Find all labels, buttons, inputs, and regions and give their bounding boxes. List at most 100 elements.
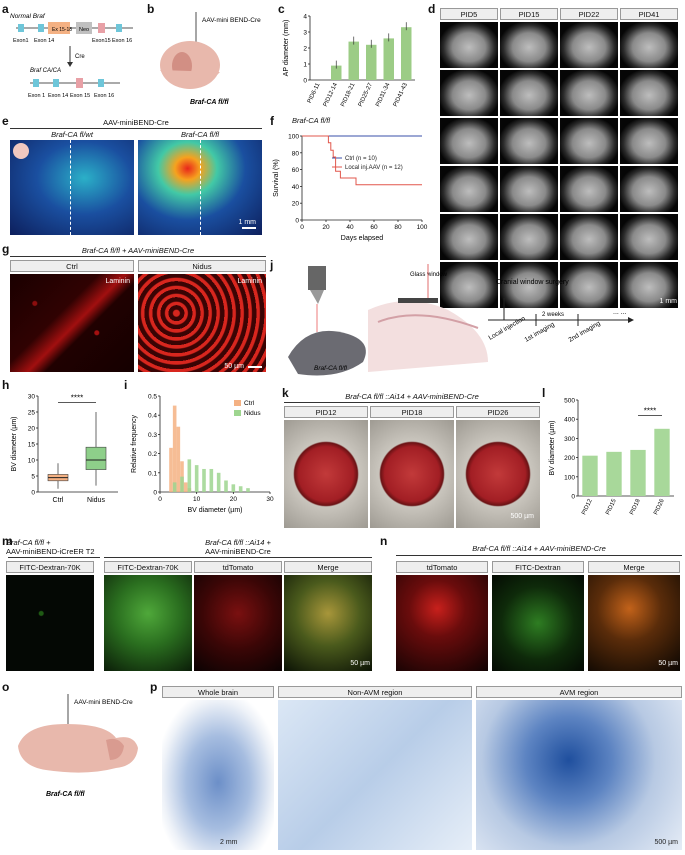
legend-label: Ctrl (n = 10) <box>345 156 377 162</box>
bar <box>654 428 670 496</box>
histogram-bar <box>187 459 192 492</box>
mri-slice <box>560 70 618 116</box>
svg-text:1st imaging: 1st imaging <box>524 321 557 344</box>
svg-text:Cranial window surgery: Cranial window surgery <box>496 279 569 286</box>
window-col-header: PID18 <box>370 406 454 418</box>
gene-construct-diagram: Normal Braf Ex 15-18 Neo Exon1 Exon 14 E… <box>10 13 133 99</box>
x-tick-label: 0 <box>158 496 162 503</box>
mri-slice <box>440 70 498 116</box>
panel-g-ctrl-header: Ctrl <box>10 260 134 272</box>
window-scale-label: 500 µm <box>510 513 535 520</box>
mri-col-header: PID41 <box>620 8 678 20</box>
mri-slice <box>500 22 558 68</box>
y-tick-label: 0 <box>31 490 35 497</box>
y-tick-label: 4 <box>303 14 307 21</box>
panel-e-right-label: Braf-CA fl/fl <box>180 130 220 139</box>
n-col-header: tdTomato <box>396 561 488 573</box>
histogram-bar <box>224 480 228 492</box>
mri-slice <box>440 118 498 164</box>
panel-g-nidus-header: Nidus <box>138 260 266 272</box>
normal-braf-label: Normal Braf <box>10 13 46 20</box>
panel-m-left-title1: Braf-CA fl/fl + <box>6 538 51 547</box>
histogram-bar <box>202 468 206 492</box>
x-tick-label: Nidus <box>87 497 105 504</box>
panel-e-left-label: Braf-CA fl/wt <box>51 130 93 139</box>
histogram-bar <box>238 486 243 492</box>
mouse-brain-injection-diagram: AAV-mini BEND-Cre Braf-CA fl/fl <box>160 12 261 106</box>
legend-swatch <box>234 400 241 406</box>
svg-text:Ex 15-18: Ex 15-18 <box>52 27 72 33</box>
chart-bv-histogram: 0 0.1 0.2 0.3 0.4 0.5 Relative frequency BV dia… <box>131 394 274 515</box>
panel-label-j: j <box>270 258 274 272</box>
mri-slice <box>620 22 678 68</box>
x-tick-label: 60 <box>370 224 378 231</box>
mri-slice <box>620 118 678 164</box>
panel-label-d: d <box>428 2 436 16</box>
y-tick-label: 200 <box>564 455 575 462</box>
y-tick-label: 0 <box>295 218 299 225</box>
panel-k-title: Braf-CA fl/fl ::Ai14 + AAV-miniBEND-Cre <box>345 392 479 401</box>
y-tick-label: 0.2 <box>148 451 157 458</box>
panel-n-title: Braf-CA fl/fl ::Ai14 + AAV-miniBEND-Cre <box>472 544 606 553</box>
window-col-header: PID26 <box>456 406 540 418</box>
panel-label-k: k <box>282 386 289 400</box>
y-tick-label: 1 <box>303 62 307 69</box>
mri-slice <box>620 262 678 308</box>
perfusion-image-fl-wt <box>10 140 134 235</box>
x-tick-label: PID41-43 <box>393 82 409 108</box>
dextran-scale-label: 50 µm <box>350 660 370 667</box>
vascular-cast-image <box>278 700 472 850</box>
x-tick-label: 20 <box>322 224 330 231</box>
mri-slice <box>500 166 558 212</box>
x-tick-label: 100 <box>417 224 428 231</box>
dextran-col-header: tdTomato <box>194 561 282 573</box>
panel-label-n: n <box>380 534 388 548</box>
n-col-header: Merge <box>588 561 680 573</box>
y-tick-label: 60 <box>292 167 300 174</box>
y-tick-label: 10 <box>28 458 36 465</box>
vascular-cast-image <box>476 700 682 850</box>
mri-slice <box>440 214 498 260</box>
x-tick-label: PID12-14 <box>323 82 339 108</box>
braf-ca-label: Braf CA/CA <box>30 68 61 74</box>
panel-label-i: i <box>124 378 128 392</box>
x-tick-label: PID18-21 <box>340 82 356 108</box>
svg-text:Exon 16: Exon 16 <box>112 38 132 44</box>
mri-slice <box>620 70 678 116</box>
mri-col-header: PID15 <box>500 8 558 20</box>
svg-text:Local injection: Local injection <box>488 315 528 342</box>
panel-f-title: Braf-CA fl/fl <box>292 116 331 125</box>
y-axis-label: AP diameter (mm) <box>283 20 290 77</box>
svg-text:Exon1: Exon1 <box>13 38 29 44</box>
y-tick-label: 0 <box>571 494 575 501</box>
svg-text:Glass window: Glass window <box>410 272 448 278</box>
svg-text:Exon15: Exon15 <box>92 38 111 44</box>
histogram-bar <box>209 468 214 492</box>
y-tick-label: 20 <box>28 426 36 433</box>
cranial-window-image <box>456 420 540 528</box>
mri-slice <box>500 214 558 260</box>
bar <box>606 451 622 496</box>
mri-slice <box>560 22 618 68</box>
vascular-cast-row: Whole brain Non-AVM region AVM region 2 mm 5… <box>162 686 682 852</box>
mri-slice <box>620 214 678 260</box>
svg-text:2 weeks: 2 weeks <box>542 312 564 318</box>
y-tick-label: 25 <box>28 410 36 417</box>
panel-m-right-title2: AAV-miniBEND-Cre <box>205 547 271 556</box>
bar <box>582 455 598 496</box>
dextran-image <box>6 575 94 671</box>
panel-m-right-title1: Braf-CA fl/fl ::Ai14 + <box>205 538 271 547</box>
x-tick-label: 80 <box>394 224 402 231</box>
x-tick-label: PID18 <box>629 498 642 516</box>
y-tick-label: 0.5 <box>148 394 157 401</box>
vascular-cast-image <box>162 700 274 850</box>
histogram-bar <box>183 482 188 492</box>
svg-text:Braf-CA fl/fl: Braf-CA fl/fl <box>46 791 86 798</box>
y-tick-label: 100 <box>288 134 299 141</box>
panel-label-m: m <box>2 534 13 548</box>
panel-label-g: g <box>2 242 10 256</box>
chart-ap-diameter: 0 1 2 3 4 AP diameter (mm) PID6-11 PID12-14 PID1… <box>283 14 415 108</box>
histogram-bar <box>169 447 173 492</box>
bar <box>366 44 377 80</box>
mri-scale-label: 1 mm <box>659 298 678 305</box>
